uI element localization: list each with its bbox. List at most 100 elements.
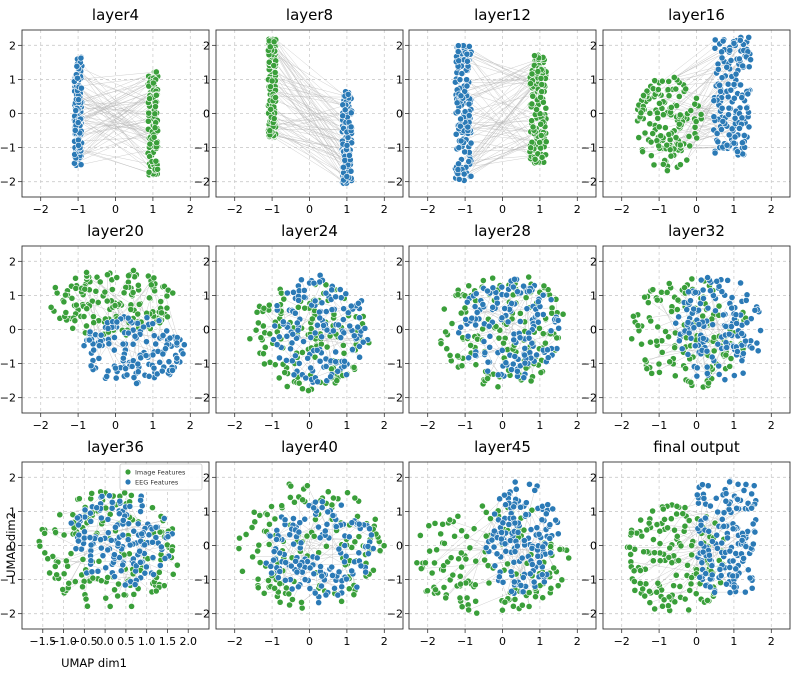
image-feature-point bbox=[338, 597, 345, 605]
eeg-feature-point bbox=[489, 303, 497, 311]
image-feature-point bbox=[516, 309, 524, 317]
image-feature-point bbox=[659, 602, 666, 610]
eeg-feature-point bbox=[103, 373, 111, 380]
plot-area bbox=[47, 267, 188, 387]
eeg-feature-point bbox=[520, 282, 527, 290]
x-tick-label: −2 bbox=[614, 635, 630, 648]
plot-area bbox=[235, 480, 388, 612]
eeg-feature-point bbox=[348, 519, 356, 527]
eeg-feature-point bbox=[322, 363, 330, 370]
image-feature-point bbox=[661, 124, 669, 132]
eeg-feature-point bbox=[335, 321, 342, 329]
eeg-feature-point bbox=[134, 520, 142, 528]
image-feature-point bbox=[127, 306, 135, 313]
image-feature-point bbox=[424, 587, 431, 595]
eeg-feature-point bbox=[119, 340, 127, 348]
image-feature-point bbox=[235, 545, 243, 552]
image-feature-point bbox=[455, 555, 462, 563]
image-feature-point bbox=[647, 152, 655, 160]
eeg-feature-point bbox=[745, 63, 753, 71]
eeg-feature-point bbox=[549, 505, 557, 513]
eeg-feature-point bbox=[72, 545, 80, 553]
pair-link bbox=[80, 79, 156, 120]
eeg-feature-point bbox=[180, 341, 188, 349]
eeg-feature-point bbox=[726, 478, 734, 486]
pair-link bbox=[469, 72, 536, 158]
eeg-feature-point bbox=[711, 36, 719, 44]
image-feature-point bbox=[529, 92, 537, 100]
image-feature-point bbox=[271, 515, 279, 523]
eeg-feature-point bbox=[722, 490, 730, 497]
eeg-feature-point bbox=[71, 126, 79, 134]
y-tick-label: 0 bbox=[9, 108, 16, 121]
image-feature-point bbox=[150, 133, 158, 141]
eeg-feature-point bbox=[138, 502, 146, 510]
image-feature-point bbox=[152, 103, 159, 111]
eeg-feature-point bbox=[691, 342, 699, 350]
eeg-feature-point bbox=[134, 319, 142, 327]
x-tick-label: 1 bbox=[149, 203, 156, 216]
eeg-feature-point bbox=[722, 497, 730, 505]
image-feature-point bbox=[153, 139, 161, 147]
pair-link bbox=[466, 53, 537, 129]
pair-link bbox=[71, 286, 128, 376]
eeg-feature-point bbox=[716, 81, 724, 89]
eeg-feature-point bbox=[350, 332, 358, 340]
plot-area bbox=[624, 477, 760, 614]
image-feature-point bbox=[270, 115, 278, 123]
y-tick-label: −1 bbox=[581, 358, 597, 371]
image-feature-point bbox=[665, 554, 673, 561]
eeg-feature-point bbox=[713, 544, 721, 552]
image-feature-point bbox=[83, 322, 90, 330]
eeg-feature-point bbox=[86, 328, 94, 336]
eeg-feature-point bbox=[507, 568, 515, 576]
eeg-feature-point bbox=[343, 371, 350, 379]
eeg-feature-point bbox=[129, 340, 137, 348]
image-feature-point bbox=[664, 524, 671, 532]
eeg-feature-point bbox=[743, 319, 751, 327]
eeg-feature-point bbox=[511, 548, 519, 555]
y-tick-label: 2 bbox=[9, 471, 16, 484]
image-feature-point bbox=[380, 542, 388, 550]
pair-link bbox=[74, 81, 157, 170]
pair-link bbox=[468, 60, 536, 83]
eeg-feature-point bbox=[341, 542, 349, 549]
eeg-feature-point bbox=[555, 324, 563, 332]
eeg-feature-point bbox=[291, 352, 299, 360]
image-feature-point bbox=[440, 305, 448, 313]
eeg-feature-point bbox=[706, 551, 713, 559]
pair-link bbox=[274, 122, 344, 184]
eeg-feature-point bbox=[145, 372, 153, 380]
image-feature-point bbox=[96, 278, 104, 286]
eeg-feature-point bbox=[504, 318, 512, 326]
image-feature-point bbox=[46, 569, 53, 577]
image-feature-point bbox=[251, 518, 259, 526]
image-feature-point bbox=[440, 584, 448, 591]
eeg-feature-point bbox=[122, 365, 129, 372]
panel-title: layer36 bbox=[87, 438, 144, 456]
image-feature-point bbox=[665, 280, 673, 287]
image-feature-point bbox=[539, 330, 547, 338]
eeg-feature-point bbox=[77, 54, 85, 62]
eeg-feature-point bbox=[138, 530, 146, 538]
image-feature-point bbox=[129, 289, 137, 296]
eeg-feature-point bbox=[357, 562, 365, 570]
eeg-feature-point bbox=[547, 549, 554, 557]
image-feature-point bbox=[173, 561, 181, 569]
pair-link bbox=[76, 101, 152, 111]
image-feature-point bbox=[641, 293, 649, 301]
image-feature-point bbox=[537, 75, 545, 82]
image-feature-point bbox=[311, 353, 319, 361]
image-feature-point bbox=[559, 310, 567, 318]
image-feature-point bbox=[673, 532, 681, 540]
eeg-feature-point bbox=[75, 141, 82, 149]
eeg-feature-point bbox=[736, 125, 743, 132]
x-tick-label: 1 bbox=[536, 203, 543, 216]
image-feature-point bbox=[323, 343, 331, 351]
pair-link bbox=[271, 116, 349, 144]
image-feature-point bbox=[72, 274, 79, 282]
image-feature-point bbox=[457, 309, 465, 317]
